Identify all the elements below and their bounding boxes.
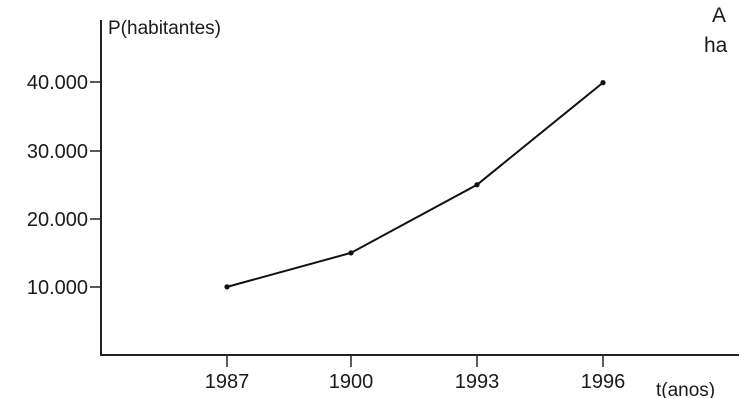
x-axis-label: t(anos): [656, 380, 715, 398]
edge-text-line-2: ha: [704, 34, 728, 57]
data-point: [348, 250, 354, 256]
y-tick-label: 30.000: [27, 141, 88, 163]
x-tick-label: 1993: [455, 371, 500, 393]
edge-text-line-1: A: [712, 4, 726, 27]
y-axis-label: P(habitantes): [108, 18, 221, 39]
y-tick-label: 20.000: [27, 209, 88, 231]
x-tick-label: 1996: [581, 371, 626, 393]
data-point: [600, 80, 606, 86]
y-tick-label: 40.000: [27, 72, 88, 94]
data-point: [224, 284, 230, 290]
y-tick-label: 10.000: [27, 277, 88, 299]
x-tick-label: 1900: [329, 371, 374, 393]
data-point: [474, 182, 480, 188]
series-line: [226, 81, 604, 288]
x-tick-label: 1987: [205, 371, 250, 393]
